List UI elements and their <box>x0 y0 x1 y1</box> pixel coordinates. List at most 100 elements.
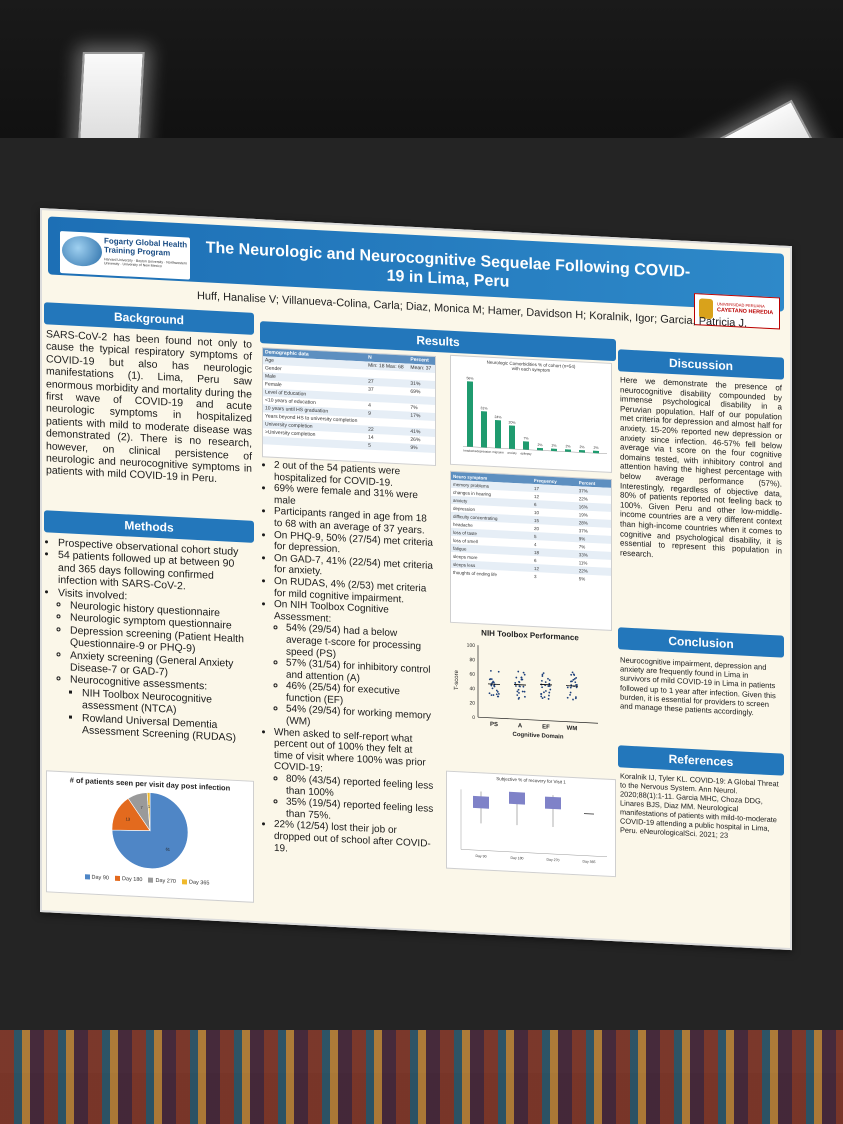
nih-mean-line <box>514 684 526 686</box>
x-tick-label: Day 270 <box>546 858 559 863</box>
nih-point <box>514 682 517 684</box>
nih-point <box>516 694 519 696</box>
nih-point <box>497 695 500 698</box>
discussion-heading: Discussion <box>618 349 784 380</box>
legend-swatch <box>84 874 90 880</box>
nih-point <box>548 682 551 685</box>
y-tick-label: 20 <box>469 700 475 706</box>
references-text: Koralnik IJ, Tyler KL. COVID-19: A Globa… <box>620 771 779 840</box>
demographic-table: Demographic data N Percent Age Min: 18 Max: … <box>262 347 436 467</box>
poster-title: The Neurologic and Neurocognitive Sequel… <box>205 239 691 291</box>
legend-label: Day 90 <box>91 874 109 882</box>
comorb-bar <box>579 449 585 453</box>
nih-point <box>522 685 525 688</box>
comorb-bar-label: 2% <box>593 446 598 450</box>
nih-point <box>541 697 544 700</box>
nih-point <box>548 694 550 697</box>
recovery-chart-box: Subjective % of recovery for Visit 1 Day… <box>446 770 616 878</box>
comorb-bar <box>467 381 473 447</box>
comorb-category-label: headache <box>463 448 477 453</box>
pie-slice-label: 13 <box>126 816 131 821</box>
nih-point <box>490 694 493 697</box>
comorb-bar <box>481 411 487 448</box>
nih-point <box>575 683 578 686</box>
nih-point <box>517 697 520 700</box>
pie-slice-label: 61 <box>166 846 171 851</box>
demo-cell: 5 <box>366 441 409 452</box>
x-tick-label: Day 90 <box>475 854 486 859</box>
y-tick-label: 80 <box>469 657 475 663</box>
nih-point <box>491 681 494 684</box>
nih-point <box>548 691 551 694</box>
nih-mean-line <box>566 685 578 687</box>
nih-point <box>548 685 551 687</box>
nih-point <box>575 686 578 689</box>
pie-chart-box: # of patients seen per visit day post in… <box>46 770 254 903</box>
nih-point <box>497 692 500 695</box>
references-heading: References <box>618 745 784 776</box>
comorb-bars: 56% headache 31% depression 24% migraine 20% an… <box>463 376 607 456</box>
comorb-category-label: anxiety <box>507 451 517 456</box>
results-bullets: 2 out of the 54 patients were hospitaliz… <box>262 459 434 862</box>
nih-point <box>515 676 518 679</box>
nih-point <box>540 693 542 695</box>
legend-swatch <box>114 875 120 882</box>
nih-point <box>571 671 574 674</box>
nih-point <box>522 671 525 674</box>
nih-point <box>573 674 576 676</box>
nih-point <box>517 688 520 691</box>
comorb-bar-label: 7% <box>523 436 528 440</box>
nih-point <box>569 693 571 696</box>
nih-point <box>569 691 572 694</box>
comorb-bar-label: 2% <box>565 444 570 448</box>
comorb-bar-label: 56% <box>466 376 473 380</box>
x-tick-label: WM <box>567 726 578 733</box>
nih-point <box>515 685 517 687</box>
x-axis <box>478 716 598 724</box>
comorb-bar-label: 24% <box>494 415 501 419</box>
symptom-cell: 3 <box>533 573 537 579</box>
nih-point <box>547 698 550 700</box>
nih-point <box>541 686 543 689</box>
nih-mean-line <box>488 683 500 685</box>
nih-point <box>495 689 498 692</box>
y-tick-label: 60 <box>469 672 475 678</box>
nih-point <box>521 678 524 681</box>
logo-sub: Harvard University · Boston University ·… <box>104 257 188 269</box>
nih-point <box>575 696 577 698</box>
nih-point <box>570 680 572 683</box>
nih-point <box>542 672 545 675</box>
x-tick-label: Day 180 <box>510 856 523 861</box>
comorb-bar-label: 2% <box>537 443 542 447</box>
nih-chart-box: NIH Toolbox Performance 100 80 60 40 20 0 T-sc… <box>450 626 610 755</box>
comorb-category-label: depression <box>477 449 492 454</box>
nih-point <box>570 673 573 676</box>
nih-point <box>521 690 524 693</box>
x-tick-label: PS <box>490 722 498 728</box>
pie-chart: 61 13 7 1 <box>111 792 189 869</box>
comorb-bar <box>509 425 515 450</box>
comorb-category-label: epilepsy <box>520 451 531 456</box>
comorb-bar <box>537 447 543 451</box>
comorb-bar-label: 2% <box>551 444 556 448</box>
methods-text: Prospective observational cohort study 5… <box>46 536 252 745</box>
nih-point <box>540 695 543 698</box>
pie-slice-label: 7 <box>141 805 144 810</box>
symptom-table: Neuro symptom Frequency Percent memory prob… <box>450 470 612 631</box>
nih-point <box>517 670 520 673</box>
comorb-bar <box>593 450 599 454</box>
nih-point <box>489 669 492 672</box>
comorb-bar <box>495 420 501 449</box>
legend-label: Day 180 <box>121 876 143 884</box>
comorb-bar <box>565 449 571 452</box>
pie-legend-item: Day 90 <box>84 874 109 882</box>
comorb-bar-label: 2% <box>579 445 584 449</box>
comorbidities-chart: Neurologic Comorbidities % of cohort (n=… <box>450 354 612 473</box>
globe-icon <box>62 235 102 268</box>
nih-point <box>541 673 544 676</box>
nih-point <box>543 696 546 699</box>
pie-slice-label: 1 <box>148 804 151 809</box>
pie-legend-item: Day 365 <box>181 879 209 887</box>
nih-point <box>492 681 495 684</box>
conclusion-heading: Conclusion <box>618 627 784 658</box>
